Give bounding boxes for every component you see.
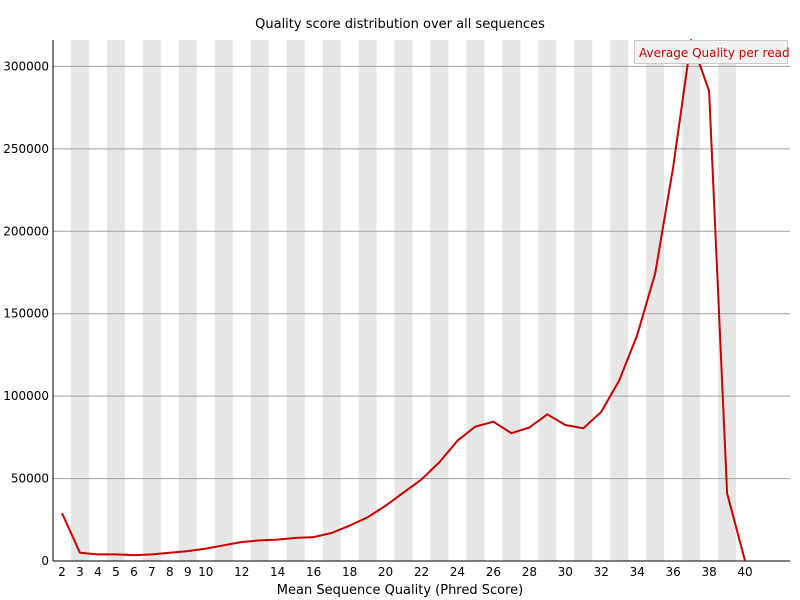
x-tick-label: 24 [450, 565, 465, 579]
x-tick-label: 22 [414, 565, 429, 579]
x-tick-label: 3 [76, 565, 84, 579]
y-tick-label: 50000 [11, 472, 49, 486]
x-tick-label: 6 [130, 565, 138, 579]
y-tick-label: 0 [41, 554, 49, 568]
x-tick-label: 26 [486, 565, 501, 579]
x-tick-label: 4 [94, 565, 102, 579]
x-tick-label: 9 [184, 565, 192, 579]
stripe-band [718, 40, 737, 561]
x-tick-label: 8 [166, 565, 174, 579]
stripe-band [358, 40, 377, 561]
stripe-band [178, 40, 197, 561]
x-tick-label: 18 [342, 565, 357, 579]
x-tick-label: 40 [737, 565, 752, 579]
stripe-band [214, 40, 233, 561]
x-tick-label: 2 [58, 565, 66, 579]
stripe-band [322, 40, 341, 561]
x-tick-label: 36 [666, 565, 681, 579]
series-line [61, 39, 747, 562]
x-tick-label: 5 [112, 565, 120, 579]
y-tick-label: 300000 [3, 59, 49, 73]
stripe-band [610, 40, 629, 561]
y-tick-label: 150000 [3, 307, 49, 321]
x-tick-label: 14 [270, 565, 285, 579]
legend-entry: Average Quality per read [639, 46, 790, 60]
x-tick-label: 28 [522, 565, 537, 579]
stripe-band [538, 40, 557, 561]
stripe-band [106, 40, 125, 561]
stripe-band [250, 40, 269, 561]
x-axis-label: Mean Sequence Quality (Phred Score) [276, 583, 524, 598]
stripe-band [466, 40, 485, 561]
x-tick-label: 30 [558, 565, 573, 579]
stripe-band [646, 40, 665, 561]
legend: Average Quality per read [634, 40, 790, 64]
stripe-band [286, 40, 305, 561]
stripe-band [142, 40, 161, 561]
x-tick-label: 38 [701, 565, 716, 579]
axes [52, 40, 790, 562]
y-tick-label: 250000 [3, 142, 49, 156]
x-tick-label: 34 [630, 565, 645, 579]
stripe-band [430, 40, 449, 561]
x-tick-label: 12 [234, 565, 249, 579]
stripe-band [574, 40, 593, 561]
x-tick-labels: 2 3 4 5 6 7 8 9 10 12 14 16 18 20 22 24 26 28 30 32 34 36 38 40 [58, 565, 753, 579]
stripe-band [394, 40, 413, 561]
stripe-band [502, 40, 521, 561]
x-tick-label: 20 [378, 565, 393, 579]
x-tick-label: 7 [148, 565, 156, 579]
stripe-band [682, 40, 701, 561]
x-tick-label: 16 [306, 565, 321, 579]
series-lines [61, 39, 747, 562]
x-tick-label: 10 [198, 565, 213, 579]
y-tick-labels: 0 50000 100000 150000 200000 250000 300000 [3, 59, 49, 568]
stripe-band [70, 40, 89, 561]
y-tick-label: 200000 [3, 224, 49, 238]
x-tick-label: 32 [594, 565, 609, 579]
y-tick-label: 100000 [3, 389, 49, 403]
chart-title: Quality score distribution over all sequ… [255, 17, 545, 32]
stripe-bands [70, 40, 737, 561]
